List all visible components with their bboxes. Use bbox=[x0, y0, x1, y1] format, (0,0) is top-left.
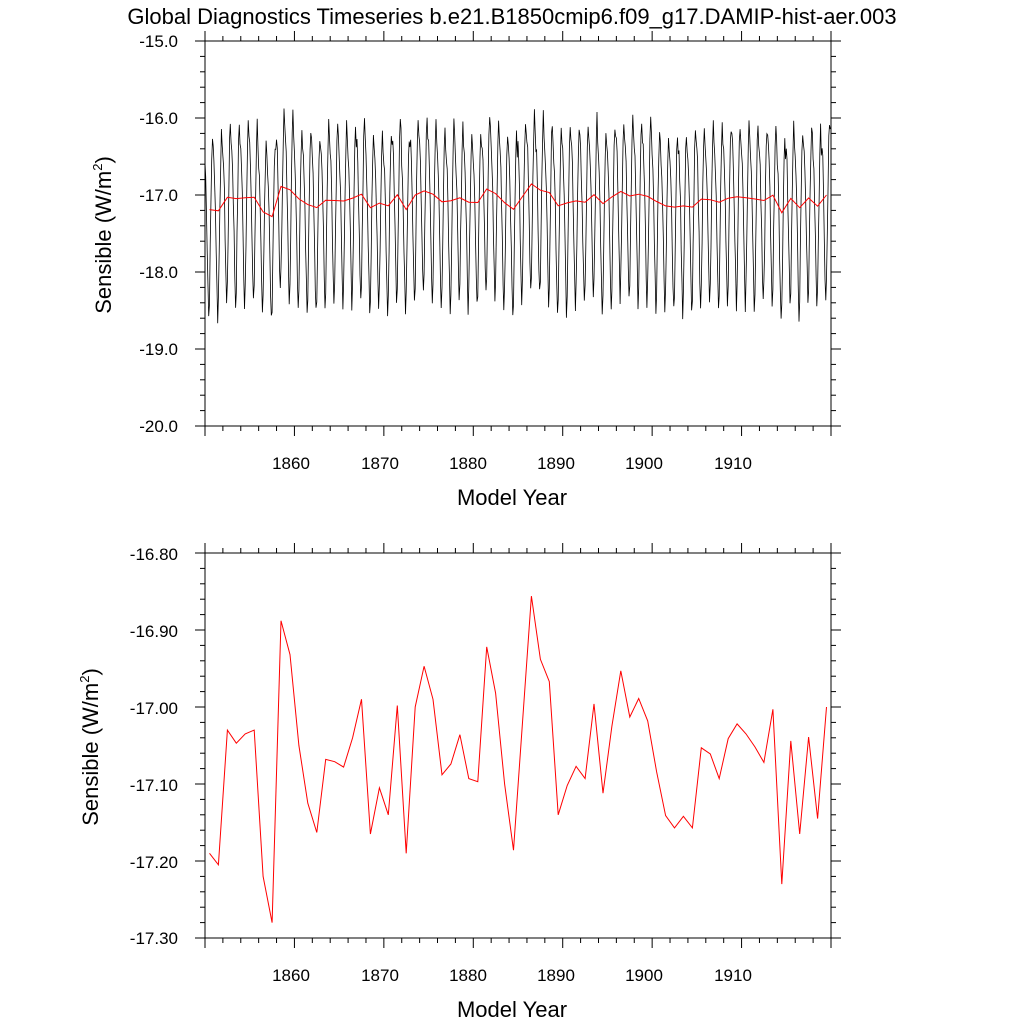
top-x-axis-label: Model Year bbox=[457, 485, 567, 510]
top-panel: -15.0 -16.0 -17.0 -18.0 -19.0 -20.0 1860… bbox=[90, 31, 841, 510]
top-ytick-label: -19.0 bbox=[139, 340, 178, 359]
bottom-minor-ticks bbox=[200, 548, 836, 943]
bottom-ytick-label: -17.10 bbox=[130, 776, 178, 795]
top-x-tick-labels: 1860 1870 1880 1890 1900 1910 bbox=[272, 454, 752, 473]
top-ytick-label: -20.0 bbox=[139, 417, 178, 436]
top-xtick-label: 1890 bbox=[537, 454, 575, 473]
bottom-ytick-label: -17.20 bbox=[130, 853, 178, 872]
top-xtick-label: 1870 bbox=[361, 454, 399, 473]
bottom-ytick-label: -16.80 bbox=[130, 545, 178, 564]
top-major-ticks bbox=[195, 31, 841, 436]
top-ytick-label: -16.0 bbox=[139, 109, 178, 128]
bottom-xtick-label: 1880 bbox=[449, 966, 487, 985]
bottom-xtick-label: 1900 bbox=[625, 966, 663, 985]
bottom-xtick-label: 1860 bbox=[272, 966, 310, 985]
top-xtick-label: 1860 bbox=[272, 454, 310, 473]
bottom-ytick-label: -17.30 bbox=[130, 929, 178, 948]
bottom-major-ticks bbox=[195, 543, 841, 948]
bottom-x-axis-label: Model Year bbox=[457, 997, 567, 1022]
bottom-xtick-label: 1870 bbox=[361, 966, 399, 985]
top-y-axis-label: Sensible (W/m2) bbox=[90, 156, 116, 314]
bottom-ytick-label: -16.90 bbox=[130, 622, 178, 641]
bottom-xtick-label: 1910 bbox=[714, 966, 752, 985]
bottom-plot-frame bbox=[204, 552, 832, 939]
top-y-tick-labels: -15.0 -16.0 -17.0 -18.0 -19.0 -20.0 bbox=[139, 32, 178, 436]
top-ytick-label: -17.0 bbox=[139, 186, 178, 205]
bottom-y-axis-label: Sensible (W/m2) bbox=[77, 668, 103, 826]
chart-title: Global Diagnostics Timeseries b.e21.B185… bbox=[127, 4, 896, 29]
top-minor-ticks bbox=[200, 36, 836, 431]
top-xtick-label: 1910 bbox=[714, 454, 752, 473]
annual-series-line-top bbox=[209, 183, 827, 218]
annual-series-line-bottom bbox=[209, 596, 827, 923]
top-ytick-label: -15.0 bbox=[139, 32, 178, 51]
bottom-xtick-label: 1890 bbox=[537, 966, 575, 985]
top-xtick-label: 1880 bbox=[449, 454, 487, 473]
bottom-x-tick-labels: 1860 1870 1880 1890 1900 1910 bbox=[272, 966, 752, 985]
top-ytick-label: -18.0 bbox=[139, 263, 178, 282]
bottom-y-tick-labels: -16.80 -16.90 -17.00 -17.10 -17.20 -17.3… bbox=[130, 545, 178, 948]
top-plot-frame bbox=[204, 40, 832, 427]
monthly-series-line bbox=[204, 108, 831, 324]
bottom-ytick-label: -17.00 bbox=[130, 699, 178, 718]
top-xtick-label: 1900 bbox=[625, 454, 663, 473]
bottom-panel: -16.80 -16.90 -17.00 -17.10 -17.20 -17.3… bbox=[77, 543, 841, 1022]
